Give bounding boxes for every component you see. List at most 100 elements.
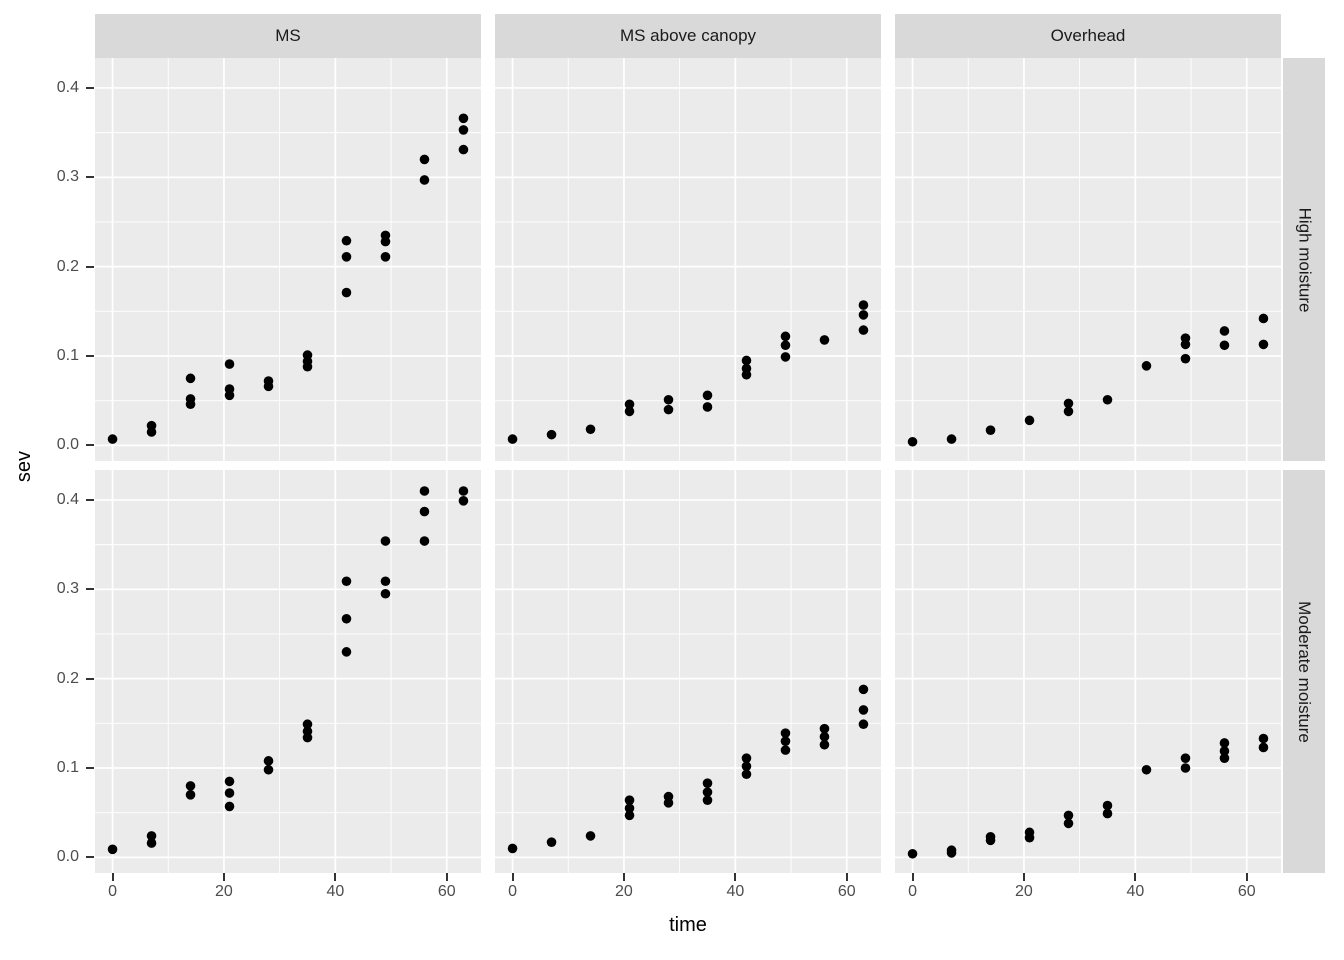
y-tick-label: 0.1 — [56, 759, 79, 776]
data-point — [1102, 808, 1113, 819]
x-tick-mark — [111, 873, 114, 881]
data-point — [1024, 415, 1035, 426]
data-point — [985, 835, 996, 846]
data-point — [624, 795, 635, 805]
y-tick-label: 0.3 — [56, 168, 79, 186]
panel-background — [495, 58, 881, 461]
data-point — [458, 496, 469, 506]
data-point — [819, 731, 830, 742]
facet-panel-0-2 — [895, 58, 1281, 461]
data-point — [780, 331, 791, 342]
data-point — [946, 434, 957, 444]
data-point — [1180, 339, 1191, 350]
data-point — [380, 576, 391, 587]
data-point — [663, 798, 674, 808]
y-tick-mark — [86, 176, 94, 179]
data-point — [702, 390, 713, 401]
x-tick-mark — [845, 873, 848, 881]
y-tick-label: 0.3 — [56, 580, 79, 598]
data-point — [741, 369, 752, 380]
data-point — [858, 325, 869, 335]
facet-panel-1-2 — [895, 470, 1281, 873]
data-point — [341, 235, 352, 246]
data-point — [1180, 763, 1191, 773]
data-point — [780, 340, 791, 351]
data-point — [458, 113, 469, 124]
data-point — [302, 719, 313, 730]
y-tick-mark — [86, 265, 94, 268]
y-tick-mark — [86, 767, 94, 769]
data-point — [341, 252, 352, 262]
x-tick-label: 40 — [726, 883, 745, 900]
facet-strip-label: Overhead — [1050, 26, 1126, 45]
data-point — [341, 287, 352, 298]
y-tick-mark — [86, 588, 94, 591]
y-tick-mark — [86, 856, 94, 859]
x-tick-mark — [511, 873, 514, 881]
data-point — [780, 736, 791, 746]
x-tick-label: 0 — [908, 883, 917, 900]
x-tick-label: 20 — [615, 883, 633, 900]
x-tick-mark — [222, 873, 225, 881]
x-tick-mark — [1245, 873, 1248, 881]
panel-background — [95, 58, 481, 461]
data-point — [263, 381, 274, 392]
x-tick-mark — [622, 873, 625, 881]
data-point — [946, 848, 957, 858]
data-point — [907, 436, 918, 447]
panel-background — [895, 470, 1281, 873]
data-point — [741, 355, 752, 366]
y-tick-label: 0.2 — [56, 669, 79, 687]
data-point — [702, 795, 713, 805]
data-point — [1219, 753, 1230, 763]
data-point — [663, 394, 674, 405]
facet-strip-label: MS above canopy — [619, 26, 757, 45]
x-tick-label: 40 — [1126, 883, 1145, 900]
data-point — [1258, 313, 1269, 324]
data-point — [624, 803, 635, 814]
data-point — [858, 300, 869, 310]
x-tick-label: 60 — [437, 883, 456, 900]
data-point — [146, 831, 157, 841]
data-point — [624, 810, 635, 821]
data-point — [741, 769, 752, 780]
data-point — [1219, 340, 1230, 351]
data-point — [819, 335, 830, 345]
data-point — [1063, 406, 1074, 417]
data-point — [1219, 746, 1230, 756]
panel-background — [895, 58, 1281, 461]
data-point — [341, 647, 352, 657]
x-tick-label: 60 — [837, 883, 856, 900]
data-point — [224, 359, 235, 369]
data-point — [702, 787, 713, 797]
data-point — [702, 402, 713, 412]
data-point — [146, 427, 157, 437]
data-point — [1180, 753, 1191, 763]
data-point — [507, 843, 518, 854]
data-point — [1180, 353, 1191, 364]
y-tick-label: 0.2 — [56, 257, 79, 275]
data-point — [1063, 818, 1074, 829]
data-point — [1141, 361, 1152, 371]
x-tick-label: 20 — [1015, 883, 1033, 900]
data-point — [585, 424, 596, 435]
data-point — [380, 252, 391, 262]
data-point — [458, 125, 469, 135]
x-tick-mark — [334, 873, 337, 881]
data-point — [224, 788, 235, 798]
data-point — [419, 154, 430, 165]
facet-strip-row-moderate-moisture: Moderate moisture — [1283, 470, 1325, 873]
data-point — [858, 719, 869, 730]
panel-background — [95, 470, 481, 873]
x-tick-mark — [445, 873, 448, 881]
facet-strip-col-ms-above-canopy: MS above canopy — [495, 14, 881, 58]
data-point — [546, 837, 557, 847]
data-point — [263, 764, 274, 775]
data-point — [1063, 398, 1074, 409]
data-point — [458, 486, 469, 496]
x-tick-label: 20 — [215, 883, 233, 900]
data-point — [419, 506, 430, 517]
data-point — [185, 781, 196, 791]
facet-panel-1-1 — [495, 470, 881, 873]
data-point — [741, 761, 752, 772]
